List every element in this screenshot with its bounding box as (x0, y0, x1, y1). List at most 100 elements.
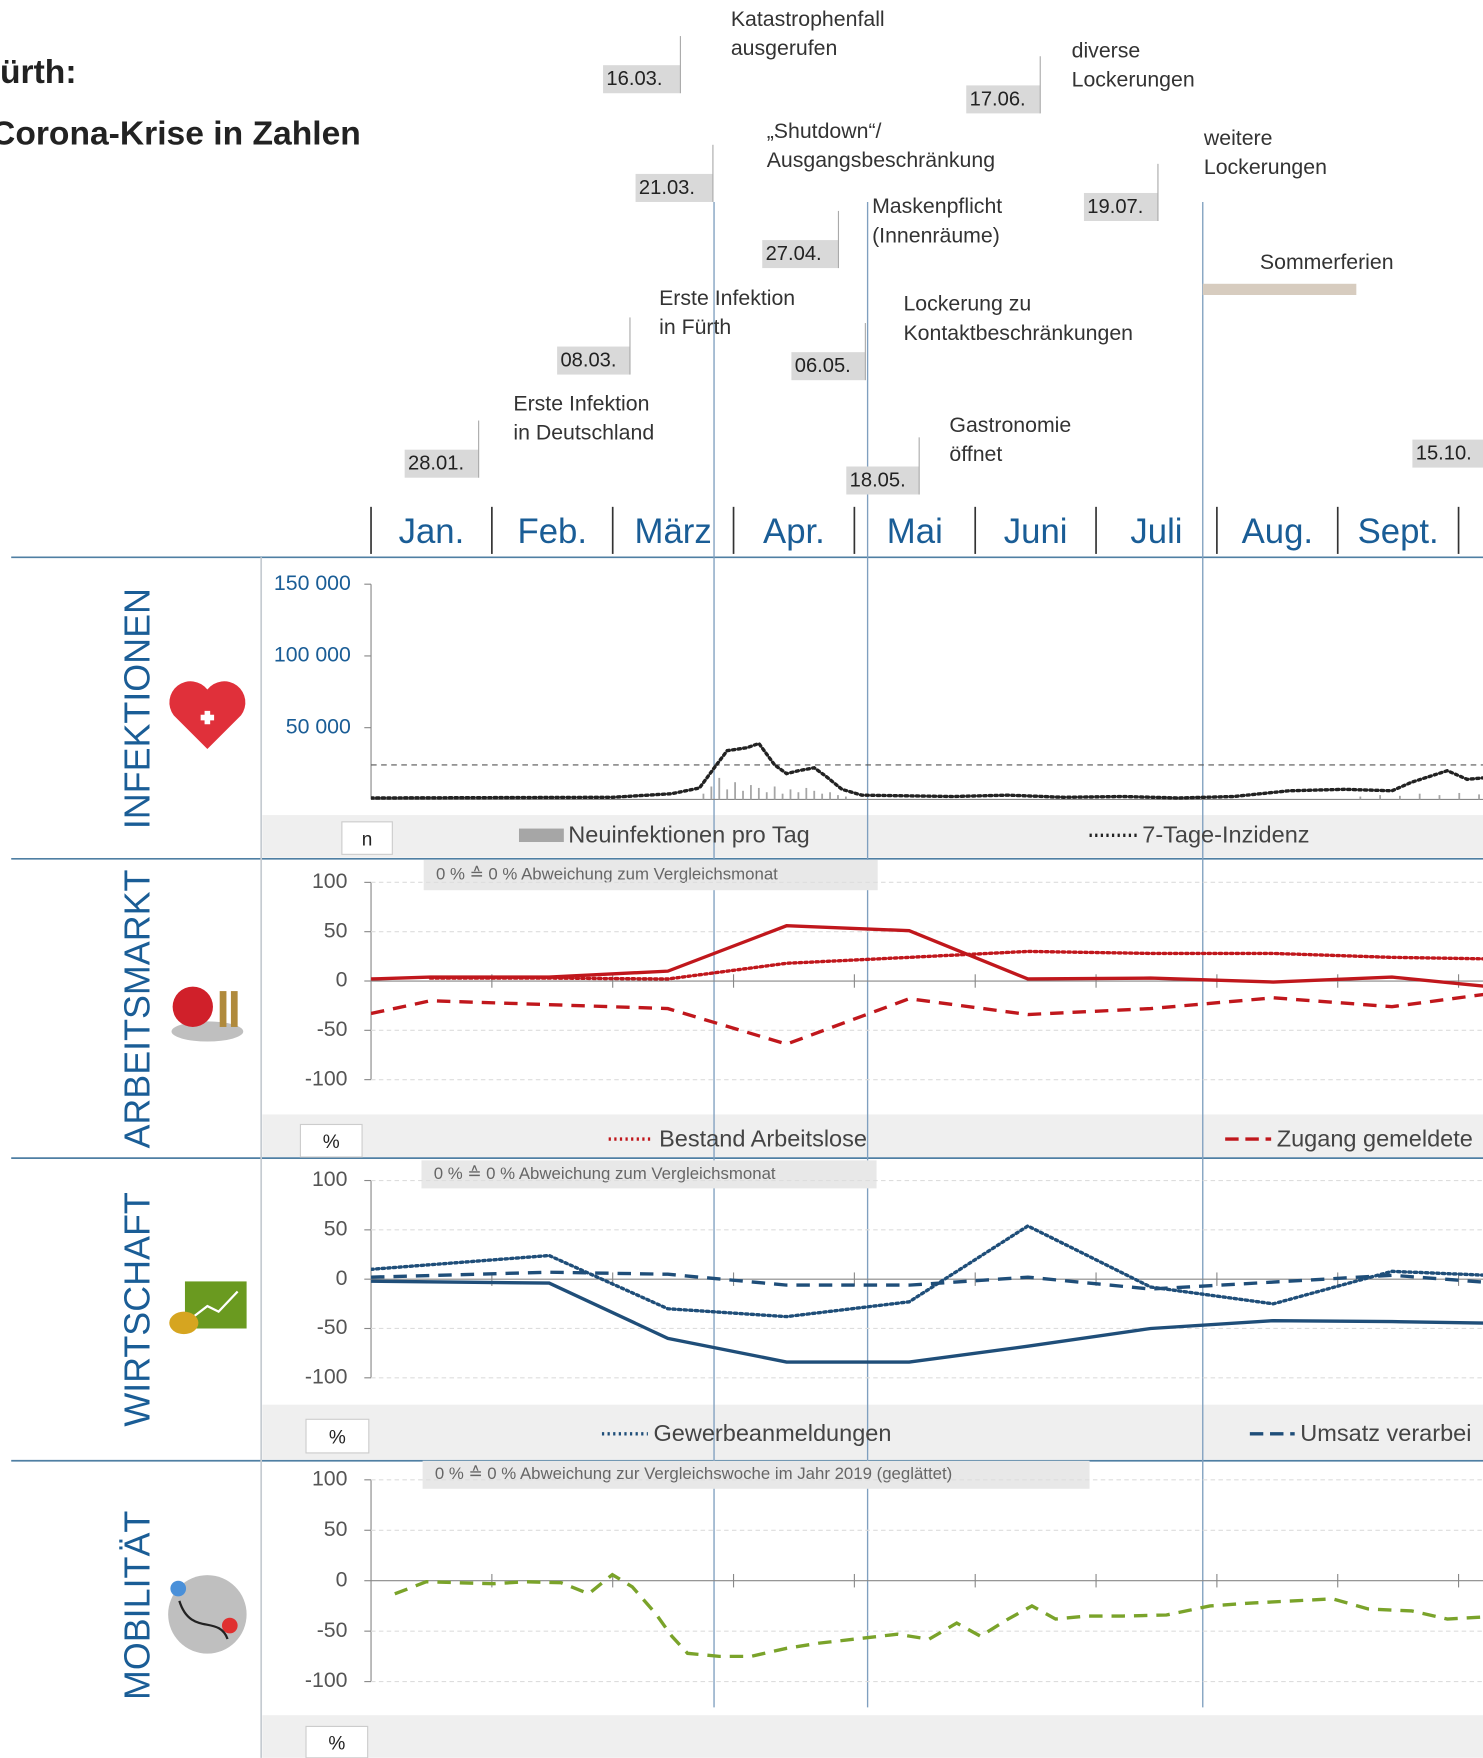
event-date: 27.04. (766, 243, 822, 265)
series-line (371, 992, 1483, 1046)
event-label: Maskenpflicht (872, 194, 1002, 218)
bar (702, 793, 705, 800)
unit-box (305, 1725, 369, 1758)
annotation-box (423, 859, 878, 891)
y-tick-label: -50 (317, 1315, 348, 1339)
date-box (791, 352, 866, 381)
date-box (603, 65, 681, 94)
section-label: WIRTSCHAFT (118, 1192, 158, 1426)
month-label: Mai (887, 513, 943, 551)
legend-label: Bestand Arbeitslose (659, 1125, 867, 1151)
y-tick-label: 0 (336, 968, 348, 992)
y-tick-label: 50 (324, 1216, 348, 1240)
y-tick-label: 100 (312, 869, 348, 893)
series-line (371, 1224, 1483, 1319)
y-tick-label: 100 (312, 1466, 348, 1490)
legend-label: Gewerbeanmeldungen (654, 1420, 892, 1446)
month-label: Juni (1004, 513, 1068, 551)
event-label: Lockerung zu (903, 292, 1031, 316)
y-tick-label: 0 (336, 1266, 348, 1290)
event-date: 21.03. (639, 177, 695, 199)
bar (844, 796, 847, 800)
annotation: 0 % ≙ 0 % Abweichung zum Vergleichsmonat (434, 1164, 776, 1183)
event-label: (Innenräume) (872, 223, 1000, 247)
month-label: Aug. (1242, 513, 1313, 551)
plot (371, 741, 1483, 800)
date-box (1412, 439, 1483, 468)
event-label: Katastrophenfall (731, 7, 885, 31)
bar (710, 786, 713, 800)
event-label: Ausgangsbeschränkung (767, 148, 995, 172)
event-label: Erste Infektion (513, 391, 649, 415)
event-label: ausgerufen (731, 36, 838, 60)
y-tick-label: -100 (305, 1066, 348, 1090)
event-date: 08.03. (560, 349, 616, 371)
event-date: 06.05. (795, 355, 851, 377)
y-tick-label: 50 (324, 1517, 348, 1541)
bar (1458, 792, 1461, 800)
y-tick-label: 150 000 (274, 571, 351, 595)
plot (394, 1572, 1483, 1659)
event-label: Lockerungen (1204, 155, 1327, 179)
series-line (394, 1572, 1483, 1659)
section-label: INFEKTIONEN (118, 588, 158, 829)
bar (805, 787, 808, 800)
date-box (404, 449, 479, 478)
bar (821, 793, 824, 800)
y-tick-label: 50 000 (286, 714, 351, 738)
legend-label: Neuinfektionen pro Tag (568, 822, 809, 848)
bar (813, 790, 816, 800)
date-box (557, 346, 630, 375)
icons (168, 681, 247, 1654)
month-label: März (635, 513, 712, 551)
y-tick-label: -100 (305, 1668, 348, 1692)
event-label: Sommerferien (1260, 250, 1394, 274)
event-label: in Fürth (659, 315, 731, 339)
bar (773, 786, 776, 800)
y-tick-label: -100 (305, 1364, 348, 1388)
legend-swatch (518, 828, 564, 843)
event-label: diverse (1072, 38, 1141, 62)
event-date: 18.05. (850, 469, 906, 491)
bar (837, 795, 839, 800)
y-tick-label: 50 (324, 918, 348, 942)
y-tick-label: -50 (317, 1017, 348, 1041)
series-line (371, 1279, 1483, 1364)
bar (1418, 793, 1421, 800)
unit-label: % (328, 1733, 345, 1754)
bar (1379, 795, 1382, 800)
legend-label: 7-Tage-Inzidenz (1142, 822, 1309, 848)
month-label: Feb. (518, 513, 588, 551)
bar (734, 782, 736, 800)
month-label: Jan. (399, 513, 465, 551)
plot (371, 1224, 1483, 1364)
date-box (1083, 192, 1158, 222)
bar (1478, 794, 1480, 800)
series-line (371, 741, 1483, 800)
month-label: Juli (1130, 513, 1182, 551)
month-label: Apr. (763, 513, 825, 551)
y-tick-label: 0 (336, 1567, 348, 1591)
annotation: 0 % ≙ 0 % Abweichung zum Vergleichsmonat (436, 865, 778, 884)
section-label: ARBEITSMARKT (118, 869, 158, 1148)
holiday-bar (1202, 283, 1357, 295)
bar (765, 792, 768, 800)
series-line (371, 924, 1483, 988)
bar (1399, 795, 1401, 800)
bar (742, 790, 744, 800)
section-label: MOBILITÄT (118, 1511, 158, 1700)
unit-box (305, 1418, 370, 1454)
legend-label: Umsatz verarbei (1300, 1420, 1471, 1446)
annotation: 0 % ≙ 0 % Abweichung zur Vergleichswoche… (435, 1464, 952, 1483)
plot (371, 924, 1483, 1046)
event-date: 28.01. (408, 453, 464, 475)
annotation-box (421, 1160, 877, 1189)
event-label: „Shutdown“/ (767, 119, 882, 143)
month-label: Sept. (1358, 513, 1439, 551)
bar (829, 792, 831, 800)
event-label: öffnet (949, 442, 1002, 466)
event-date: 15.10. (1416, 442, 1472, 464)
event-label: Kontaktbeschränkungen (903, 321, 1133, 345)
event-date: 17.06. (970, 88, 1026, 110)
